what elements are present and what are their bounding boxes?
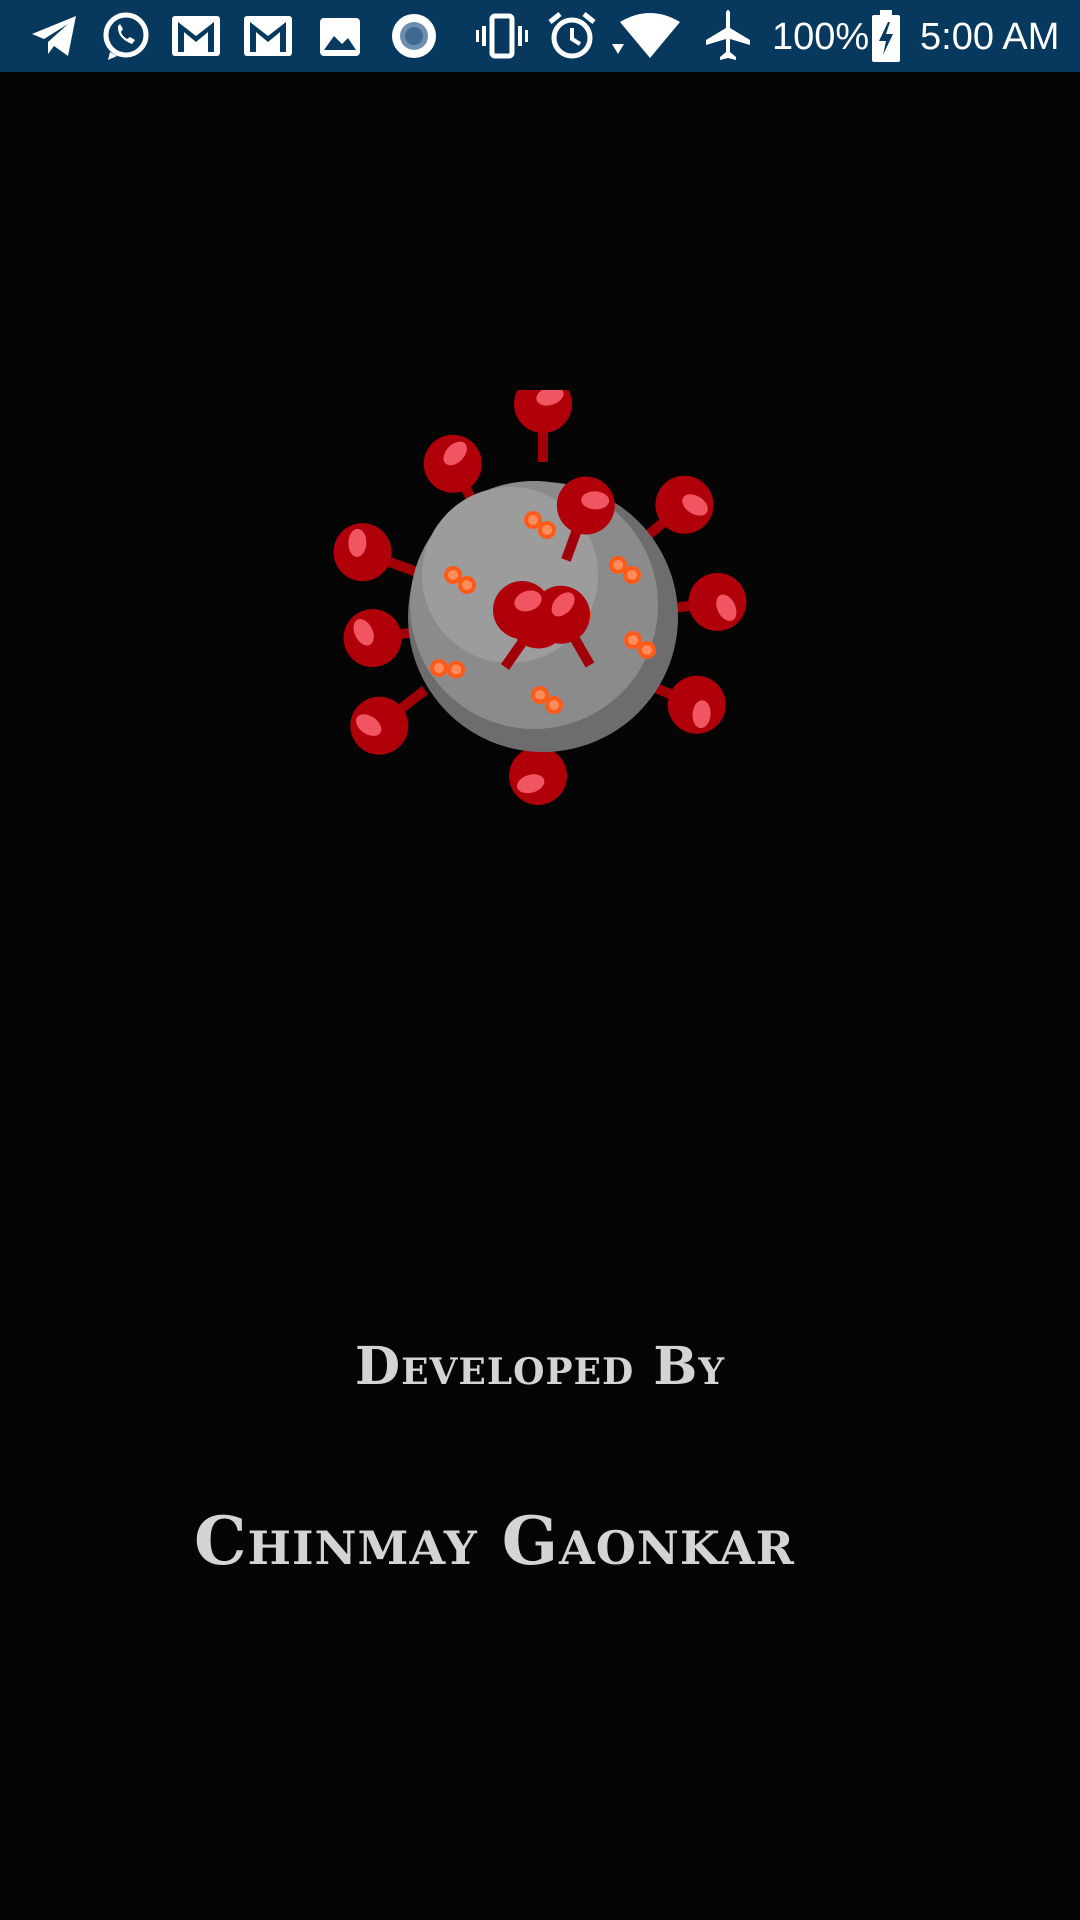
airplane-mode-icon [700,8,756,64]
coronavirus-icon [327,390,747,830]
alarm-icon [544,8,600,64]
developer-name: Chinmay Gaonkar [194,1502,795,1580]
status-bar: 100% 5:00 AM [0,0,1080,72]
wifi-icon [606,8,686,64]
clock: 5:00 AM [920,16,1060,58]
battery-charging-icon [866,8,906,64]
gmail-icon [240,8,296,64]
gallery-image-icon [312,8,368,64]
whatsapp-icon [98,8,154,64]
record-icon [386,8,442,64]
battery-level: 100% [772,16,870,58]
telegram-icon [26,8,82,64]
gmail-icon [168,8,224,64]
vibrate-icon [474,8,530,64]
developed-by-label: Developed By [354,1336,726,1397]
